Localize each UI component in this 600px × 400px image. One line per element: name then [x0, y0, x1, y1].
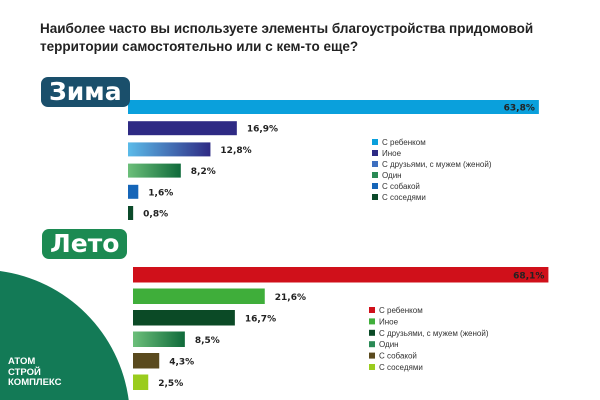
legend-swatch — [369, 307, 375, 313]
legend-swatch — [372, 139, 378, 145]
legend-swatch — [372, 150, 378, 156]
legend-label: Один — [379, 340, 399, 349]
legend-swatch — [372, 161, 378, 167]
bar — [128, 206, 134, 220]
logo: АТОМ СТРОЙ КОМПЛЕКС — [8, 356, 62, 389]
bar — [133, 288, 265, 304]
data-label: 16,9% — [247, 125, 278, 135]
data-label: 8,5% — [195, 336, 220, 346]
legend-label: Иное — [382, 149, 402, 158]
season-label-winter: Зима — [41, 77, 130, 107]
legend-label: С соседями — [382, 193, 426, 202]
data-label: 8,2% — [191, 167, 216, 177]
data-label: 16,7% — [245, 314, 276, 324]
logo-line: АТОМ — [8, 356, 36, 367]
bar — [128, 121, 237, 136]
logo-line: КОМПЛЕКС — [8, 377, 62, 388]
bar — [128, 184, 139, 199]
bar — [133, 267, 549, 283]
bar — [133, 353, 160, 369]
bar — [133, 331, 185, 347]
data-label: 12,8% — [220, 146, 251, 156]
data-label: 21,6% — [275, 293, 306, 303]
legend-label: С друзьями, с мужем (женой) — [379, 329, 489, 338]
legend-label: С соседями — [379, 363, 423, 372]
legend-swatch — [372, 194, 378, 200]
season-label-summer: Лето — [42, 229, 128, 259]
bar — [133, 310, 235, 326]
legend-swatch — [369, 318, 375, 325]
legend-swatch — [369, 352, 375, 359]
bar — [128, 163, 181, 178]
bar — [128, 142, 211, 157]
legend-label: С ребенком — [382, 138, 426, 147]
data-label: 63,8% — [504, 104, 535, 114]
legend-label: С собакой — [379, 352, 417, 361]
legend-swatch — [369, 341, 375, 348]
bar — [133, 374, 149, 390]
data-label: 0,8% — [143, 210, 168, 220]
data-label: 2,5% — [158, 379, 183, 389]
logo-line: СТРОЙ — [8, 366, 41, 378]
legend-label: С ребенком — [379, 306, 423, 315]
data-label: 68,1% — [513, 271, 544, 281]
logo-background — [0, 271, 129, 400]
data-label: 4,3% — [169, 357, 194, 367]
legend-label: Иное — [379, 317, 399, 326]
legend-label: С собакой — [382, 182, 420, 191]
legend-swatch — [369, 364, 375, 370]
chart-title: Наиболее часто вы используете элементы б… — [40, 21, 534, 54]
legend-label: С друзьями, с мужем (женой) — [382, 160, 492, 169]
legend-swatch — [372, 183, 378, 189]
data-label: 1,6% — [148, 188, 173, 198]
bar — [128, 100, 539, 114]
legend-swatch — [369, 329, 375, 336]
legend-swatch — [372, 172, 378, 178]
legend-label: Один — [382, 171, 402, 180]
